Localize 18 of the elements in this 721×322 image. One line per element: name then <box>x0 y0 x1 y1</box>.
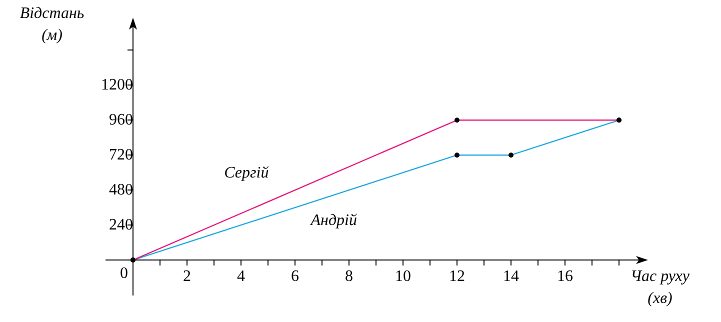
x-tick-label: 10 <box>395 268 411 285</box>
x-tick-label: 8 <box>345 268 353 285</box>
x-tick-label: 6 <box>291 268 299 285</box>
series-label: Сергій <box>224 164 269 182</box>
x-axis-title: Час руху (хв) <box>630 268 690 308</box>
y-tick-label: 720 <box>109 146 133 164</box>
x-tick-label: 12 <box>449 268 465 285</box>
y-tick-label: 480 <box>109 181 133 198</box>
y-axis-title: Відстань (м) <box>20 5 84 44</box>
y-tick-label: 960 <box>109 111 133 128</box>
x-tick-label: 2 <box>183 268 191 285</box>
x-tick-label: 0 <box>120 265 128 282</box>
series-label: Андрій <box>310 212 358 230</box>
y-tick-label: 240 <box>109 216 133 234</box>
x-tick-label: 16 <box>557 268 573 285</box>
x-tick-label: 14 <box>503 268 519 285</box>
y-tick-label: 1200 <box>101 76 133 94</box>
x-tick-label: 4 <box>237 268 245 285</box>
